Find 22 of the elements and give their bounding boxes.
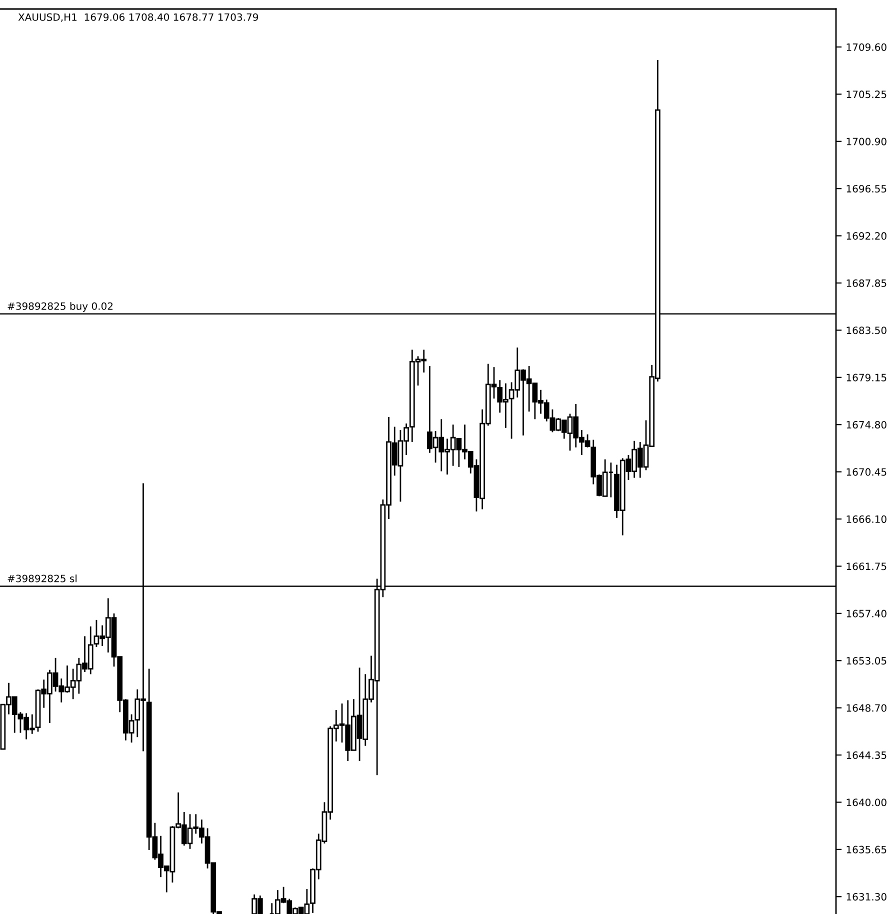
y-tick-label: 1683.50 — [846, 326, 886, 334]
y-tick-label: 1661.75 — [846, 562, 886, 570]
ref-line-label: #39892825 buy 0.02 — [8, 302, 113, 312]
y-tick-label: 1670.45 — [846, 468, 886, 476]
y-tick-label: 1657.40 — [846, 610, 886, 618]
y-tick-label: 1653.05 — [846, 657, 886, 665]
y-tick-label: 1709.60 — [846, 43, 886, 51]
chart-title: XAUUSD,H1 1679.06 1708.40 1678.77 1703.79 — [18, 13, 258, 22]
y-tick-label: 1640.00 — [846, 798, 886, 806]
y-tick-label: 1648.70 — [846, 704, 886, 712]
y-tick-label: 1644.35 — [846, 751, 886, 759]
y-tick-label: 1635.65 — [846, 846, 886, 854]
y-tick-label: 1631.30 — [846, 893, 886, 901]
y-tick-label: 1692.20 — [846, 232, 886, 240]
y-tick-label: 1705.25 — [846, 90, 886, 98]
y-tick-label: 1696.55 — [846, 184, 886, 193]
y-tick-label: 1700.90 — [846, 138, 886, 146]
y-tick-label: 1687.85 — [846, 279, 886, 287]
y-tick-label: 1666.10 — [846, 515, 886, 523]
y-tick-label: 1674.80 — [846, 420, 886, 429]
ref-line-label: #39892825 sl — [8, 574, 77, 582]
y-tick-label: 1679.15 — [846, 374, 886, 382]
